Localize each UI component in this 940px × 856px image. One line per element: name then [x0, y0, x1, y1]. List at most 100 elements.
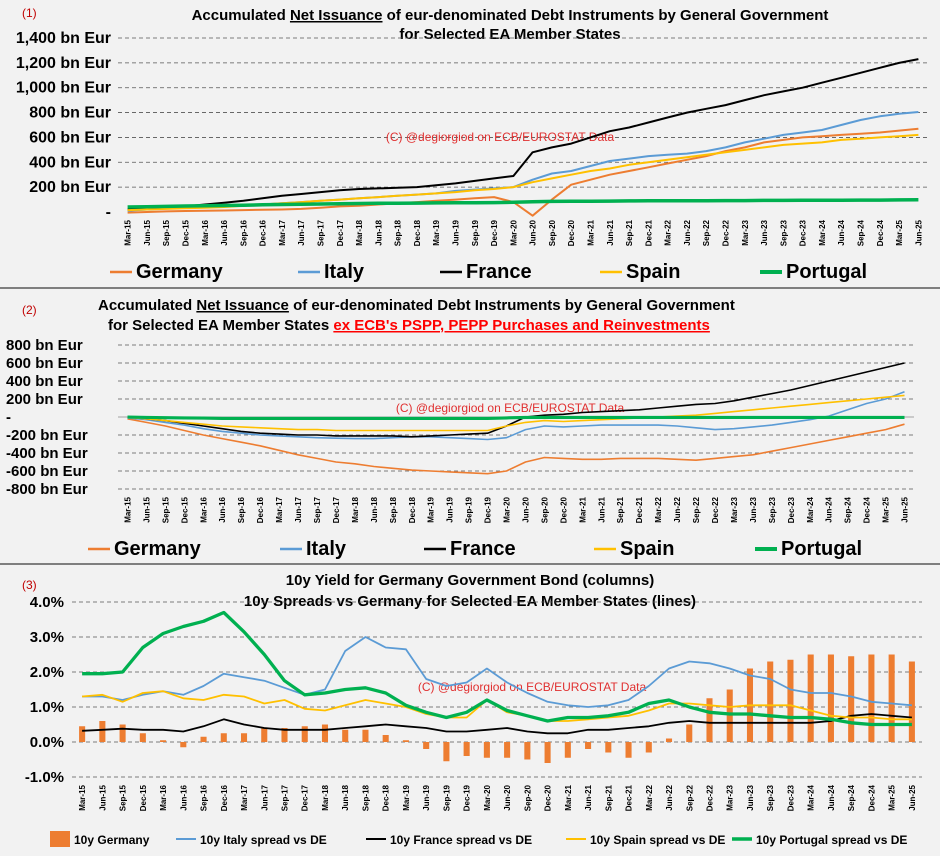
x-tick-label: Mar-24: [818, 219, 827, 245]
x-tick-label: Dec-24: [863, 496, 872, 523]
x-tick-label: Dec-17: [336, 219, 345, 246]
x-tick-label: Mar-23: [726, 784, 735, 810]
x-tick-label: Dec-18: [382, 784, 391, 811]
x-tick-label: Jun-24: [837, 219, 846, 245]
x-tick-label: Jun-16: [179, 784, 188, 810]
y-tick-label: 3.0%: [30, 629, 64, 646]
x-tick-label: Mar-25: [895, 219, 904, 245]
bar-germany: [807, 654, 814, 742]
x-tick-label: Dec-16: [259, 219, 268, 246]
x-tick-label: Sep-16: [239, 219, 248, 246]
series-line-germany-1: [127, 127, 919, 217]
y-tick-label: 1,400 bn Eur: [16, 30, 111, 47]
watermark: (C) @degiorgiod on ECB/EUROSTAT Data: [386, 130, 615, 144]
x-tick-label: Mar-19: [427, 496, 436, 522]
series-line-italy-1: [127, 111, 919, 212]
chart-title-line2: for Selected EA Member States ex ECB's P…: [108, 317, 710, 334]
bar-germany: [787, 659, 794, 742]
y-tick-label: 800 bn Eur: [29, 105, 111, 122]
bar-germany: [868, 654, 875, 742]
x-tick-label: Sep-15: [119, 784, 128, 811]
x-tick-label: Mar-24: [807, 784, 816, 810]
x-tick-label: Jun-16: [218, 496, 227, 522]
x-tick-label: Mar-15: [78, 784, 87, 810]
x-tick-label: Jun-25: [901, 496, 910, 522]
bar-germany: [504, 742, 511, 758]
x-tick-label: Dec-19: [490, 219, 499, 246]
x-tick-label: Mar-22: [664, 219, 673, 245]
x-tick-label: Dec-24: [867, 784, 876, 811]
panel-number: (3): [22, 578, 37, 592]
x-tick-label: Jun-17: [297, 219, 306, 245]
x-tick-label: Dec-24: [876, 219, 885, 246]
x-tick-label: Mar-19: [432, 219, 441, 245]
legend-label-france-3: 10y France spread vs DE: [390, 833, 532, 847]
x-tick-label: Mar-20: [483, 784, 492, 810]
series-line-france-3: [82, 713, 912, 735]
bar-germany: [139, 733, 146, 742]
watermark: (C) @degiorgiod on ECB/EUROSTAT Data: [418, 680, 647, 694]
x-tick-label: Mar-21: [587, 219, 596, 245]
x-tick-label: Sep-19: [442, 784, 451, 811]
legend-label-italy-1: Italy: [324, 261, 365, 283]
series-line-portugal-1: [127, 198, 919, 209]
x-tick-label: Dec-23: [799, 219, 808, 246]
x-tick-label: Jun-20: [529, 219, 538, 245]
legend-swatch-bars: [50, 831, 70, 847]
x-tick-label: Dec-21: [644, 219, 653, 246]
x-tick-label: Dec-22: [706, 784, 715, 811]
x-tick-label: Jun-22: [673, 496, 682, 522]
x-tick-label: Sep-24: [847, 784, 856, 811]
legend-label-italy-2: Italy: [306, 538, 347, 560]
series-line-france-2: [127, 362, 905, 438]
x-tick-label: Dec-20: [567, 219, 576, 246]
x-tick-label: Sep-22: [685, 784, 694, 811]
chart-1: (1) Accumulated Net Issuance of eur-denom…: [16, 6, 928, 283]
x-tick-label: Dec-18: [408, 496, 417, 523]
x-tick-label: Jun-22: [683, 219, 692, 245]
x-tick-label: Mar-21: [564, 784, 573, 810]
bar-germany: [625, 742, 632, 758]
y-tick-label: 400 bn Eur: [29, 154, 111, 171]
bar-germany: [402, 740, 409, 742]
x-tick-label: Jun-23: [760, 219, 769, 245]
x-tick-label: Sep-15: [162, 219, 171, 246]
y-tick-label: 800 bn Eur: [6, 337, 83, 354]
bar-germany: [524, 742, 531, 760]
x-tick-label: Mar-17: [240, 784, 249, 810]
x-tick-label: Mar-18: [321, 784, 330, 810]
series-line-portugal-3: [82, 610, 912, 727]
y-tick-label: 1,000 bn Eur: [16, 80, 111, 97]
chart-2: (2) Accumulated Net Issuance of eur-denom…: [6, 297, 914, 560]
legend-label-italy-3: 10y Italy spread vs DE: [200, 833, 327, 847]
legend-label-spain-2: Spain: [620, 538, 674, 560]
x-tick-label: Mar-16: [159, 784, 168, 810]
bar-germany: [443, 742, 450, 762]
bar-germany: [605, 742, 612, 753]
x-tick-label: Sep-19: [471, 219, 480, 246]
bar-germany: [119, 724, 126, 742]
bar-germany: [220, 733, 227, 742]
x-tick-label: Jun-23: [746, 784, 755, 810]
x-tick-label: Jun-18: [370, 496, 379, 522]
x-tick-label: Mar-20: [509, 219, 518, 245]
x-tick-label: Mar-15: [124, 219, 133, 245]
bar-germany: [848, 656, 855, 742]
x-tick-label: Dec-18: [413, 219, 422, 246]
bar-germany: [908, 661, 915, 742]
panel-3: (3) 10y Yield for Germany Government Bond…: [0, 565, 940, 856]
series-line-germany-2: [127, 418, 905, 475]
chart-3: (3) 10y Yield for Germany Government Bond…: [22, 572, 922, 847]
x-tick-label: Dec-15: [182, 219, 191, 246]
x-tick-label: Mar-23: [741, 219, 750, 245]
y-tick-label: 600 bn Eur: [6, 355, 83, 372]
bar-germany: [261, 728, 268, 742]
x-tick-label: Dec-16: [220, 784, 229, 811]
x-tick-label: Sep-21: [625, 219, 634, 246]
bar-germany: [706, 698, 713, 742]
bar-germany: [180, 742, 187, 748]
bar-germany: [362, 729, 369, 742]
x-tick-label: Mar-18: [355, 219, 364, 245]
bar-germany: [382, 735, 389, 742]
x-tick-label: Jun-25: [914, 219, 923, 245]
